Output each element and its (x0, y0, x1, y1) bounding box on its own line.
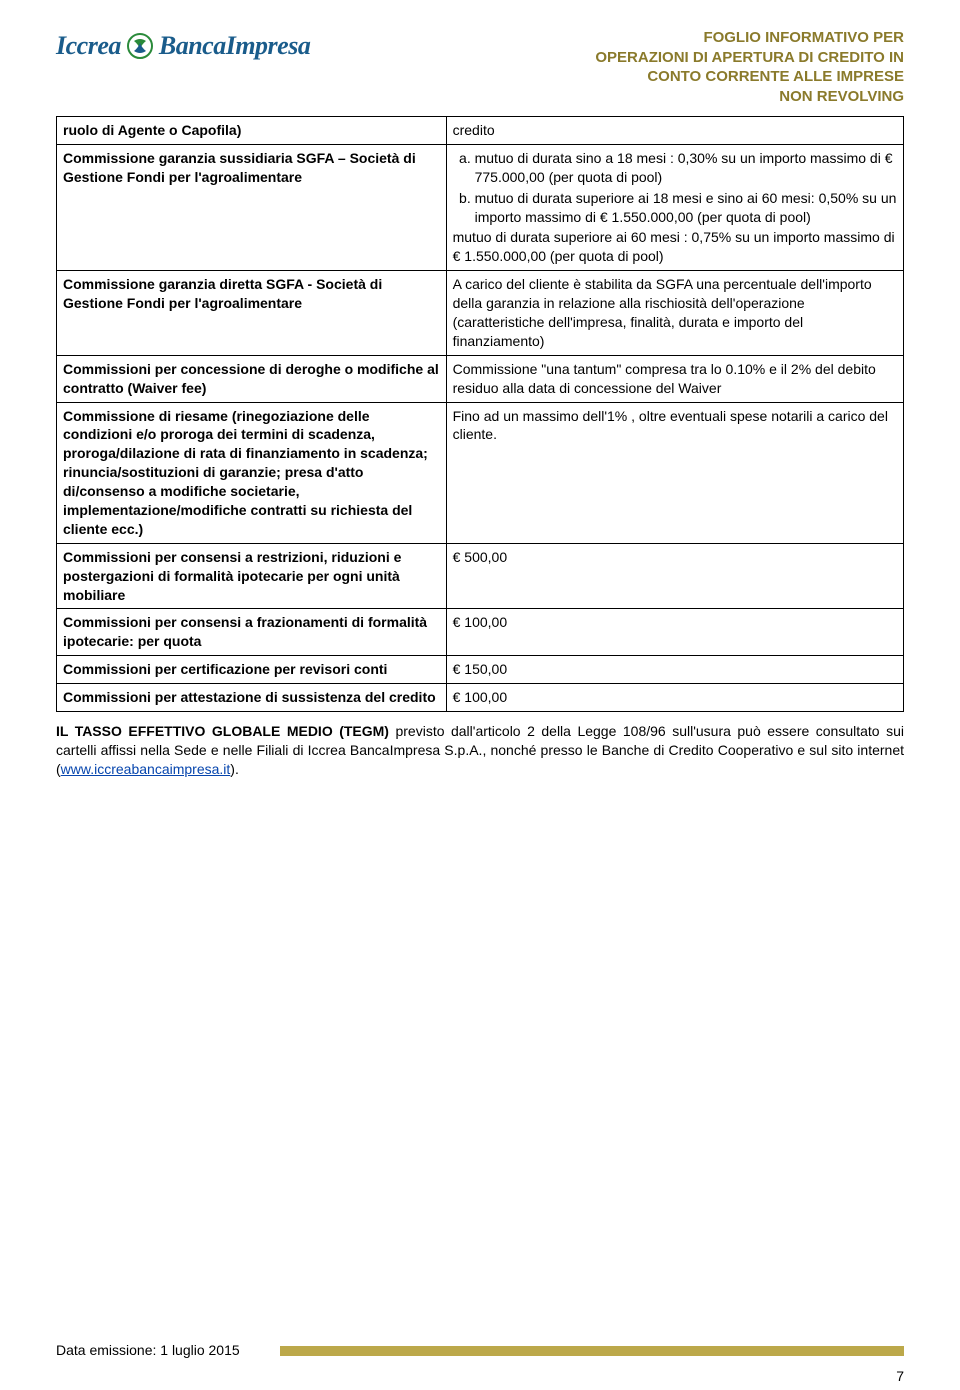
list-item: mutuo di durata sino a 18 mesi : 0,30% s… (475, 149, 897, 187)
fee-label: Commissioni per consensi a frazionamenti… (57, 609, 447, 656)
fee-value: Fino ad un massimo dell'1% , oltre event… (446, 402, 903, 543)
doc-title-line: OPERAZIONI DI APERTURA DI CREDITO IN (595, 48, 904, 68)
footnote-link[interactable]: www.iccreabancaimpresa.it (61, 761, 231, 777)
table-row: Commissione garanzia sussidiaria SGFA – … (57, 144, 904, 270)
table-row: Commissioni per attestazione di sussiste… (57, 684, 904, 712)
table-row: Commissioni per concessione di deroghe o… (57, 355, 904, 402)
footer-decor-bar (280, 1346, 904, 1356)
fee-value: A carico del cliente è stabilita da SGFA… (446, 271, 903, 356)
fee-label: ruolo di Agente o Capofila) (57, 117, 447, 145)
fee-value: € 150,00 (446, 656, 903, 684)
fee-value: € 500,00 (446, 543, 903, 609)
table-row: Commissioni per certificazione per revis… (57, 656, 904, 684)
footnote-bold: IL TASSO EFFETTIVO GLOBALE MEDIO (TEGM) (56, 723, 389, 739)
doc-title-line: FOGLIO INFORMATIVO PER (595, 28, 904, 48)
fee-label: Commissione di riesame (rinegoziazione d… (57, 402, 447, 543)
table-row: ruolo di Agente o Capofila)credito (57, 117, 904, 145)
fee-label: Commissioni per certificazione per revis… (57, 656, 447, 684)
fee-value: Commissione "una tantum" compresa tra lo… (446, 355, 903, 402)
doc-title-line: CONTO CORRENTE ALLE IMPRESE (595, 67, 904, 87)
page-footer: Data emissione: 1 luglio 2015 (56, 1335, 904, 1360)
fee-label: Commissioni per consensi a restrizioni, … (57, 543, 447, 609)
brand-logo-block: Iccrea BancaImpresa (56, 28, 310, 63)
fee-label: Commissioni per concessione di deroghe o… (57, 355, 447, 402)
table-row: Commissioni per consensi a restrizioni, … (57, 543, 904, 609)
fee-label: Commissione garanzia sussidiaria SGFA – … (57, 144, 447, 270)
table-row: Commissione garanzia diretta SGFA - Soci… (57, 271, 904, 356)
emission-date: Data emissione: 1 luglio 2015 (56, 1341, 240, 1360)
fee-value: € 100,00 (446, 684, 903, 712)
page-number: 7 (896, 1367, 904, 1386)
brand-mark-icon (127, 33, 153, 59)
page-header: Iccrea BancaImpresa FOGLIO INFORMATIVO P… (56, 28, 904, 106)
footnote-tail: ). (230, 761, 239, 777)
list-item: mutuo di durata superiore ai 18 mesi e s… (475, 189, 897, 227)
list-tail: mutuo di durata superiore ai 60 mesi : 0… (453, 228, 897, 266)
brand-iccrea: Iccrea (56, 28, 121, 63)
fee-value: credito (446, 117, 903, 145)
fee-value: € 100,00 (446, 609, 903, 656)
fees-table: ruolo di Agente o Capofila)creditoCommis… (56, 116, 904, 712)
brand-banca: BancaImpresa (159, 28, 310, 63)
document-title: FOGLIO INFORMATIVO PER OPERAZIONI DI APE… (595, 28, 904, 106)
table-row: Commissioni per consensi a frazionamenti… (57, 609, 904, 656)
fee-label: Commissione garanzia diretta SGFA - Soci… (57, 271, 447, 356)
table-row: Commissione di riesame (rinegoziazione d… (57, 402, 904, 543)
fee-label: Commissioni per attestazione di sussiste… (57, 684, 447, 712)
tegm-footnote: IL TASSO EFFETTIVO GLOBALE MEDIO (TEGM) … (56, 722, 904, 779)
fee-value: mutuo di durata sino a 18 mesi : 0,30% s… (446, 144, 903, 270)
doc-title-line: NON REVOLVING (595, 87, 904, 107)
